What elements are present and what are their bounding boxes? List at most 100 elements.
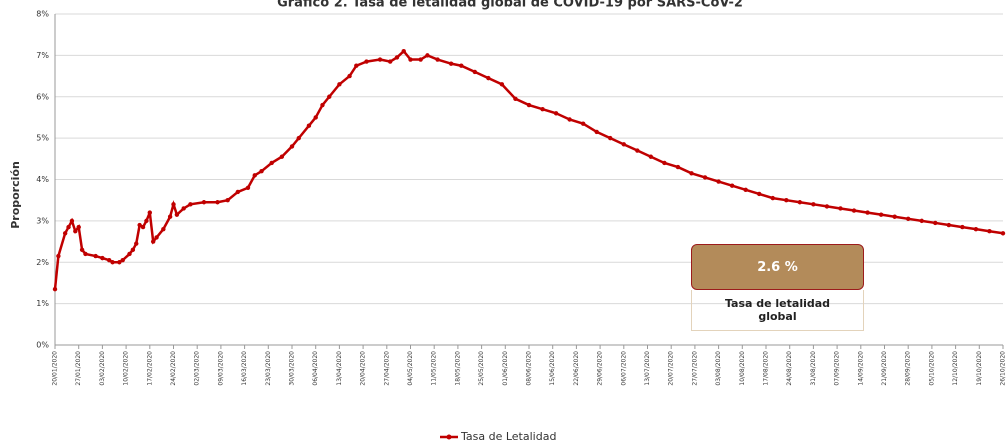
data-point	[418, 57, 423, 62]
data-point	[245, 185, 251, 190]
data-point	[459, 63, 464, 68]
data-point	[66, 224, 71, 230]
y-tick-label: 8%	[36, 10, 49, 19]
data-point	[215, 200, 220, 205]
x-tick-label: 08/06/2020	[526, 351, 533, 386]
x-tick-label: 24/02/2020	[170, 351, 177, 386]
x-tick-label: 22/06/2020	[573, 351, 580, 386]
data-point	[337, 82, 342, 87]
data-point	[73, 229, 78, 234]
x-tick-label: 09/03/2020	[217, 351, 224, 386]
data-point	[171, 202, 176, 207]
x-tick-label: 05/10/2020	[928, 351, 935, 386]
data-point	[486, 75, 491, 81]
x-tick-label: 02/03/2020	[194, 351, 201, 386]
data-point	[973, 226, 979, 232]
data-point	[435, 57, 440, 62]
x-tick-label: 20/04/2020	[360, 351, 367, 386]
data-point	[946, 222, 952, 228]
x-tick-label: 27/04/2020	[383, 351, 390, 386]
data-point	[296, 135, 301, 141]
y-tick-label: 4%	[36, 175, 49, 184]
y-tick-label: 7%	[36, 51, 49, 60]
data-point	[201, 200, 207, 205]
x-tick-label: 10/02/2020	[123, 351, 130, 386]
x-tick-label: 11/05/2020	[431, 351, 438, 386]
data-point	[757, 191, 762, 197]
annotation: 2.6 % Tasa de letalidad global	[691, 244, 864, 331]
data-point	[320, 102, 325, 108]
data-point	[594, 129, 599, 135]
x-tick-label: 15/06/2020	[549, 351, 556, 386]
data-point	[851, 208, 857, 213]
data-point	[306, 123, 312, 128]
data-point	[127, 251, 132, 257]
data-point	[134, 241, 139, 246]
data-point	[540, 106, 545, 112]
y-tick-label: 2%	[36, 258, 49, 267]
data-point	[83, 251, 88, 257]
x-tick-label: 12/10/2020	[952, 351, 959, 386]
data-point	[181, 206, 186, 211]
data-point	[62, 231, 68, 236]
data-point	[106, 257, 112, 263]
y-tick-label: 6%	[36, 92, 49, 101]
x-tick-label: 20/01/2020	[52, 351, 59, 386]
data-point	[770, 195, 775, 201]
x-tick-label: 03/02/2020	[99, 351, 106, 386]
data-point	[526, 102, 532, 108]
x-tick-label: 30/03/2020	[289, 351, 296, 386]
data-point	[110, 260, 115, 265]
data-point	[448, 61, 454, 66]
data-point	[69, 218, 75, 224]
data-point	[499, 82, 505, 87]
data-point	[425, 53, 430, 58]
annotation-label: Tasa de letalidad global	[691, 290, 864, 331]
data-point	[144, 218, 149, 224]
x-tick-label: 18/05/2020	[454, 351, 461, 386]
data-point	[377, 57, 383, 62]
data-point	[100, 255, 105, 261]
x-tick-label: 16/03/2020	[241, 351, 248, 386]
data-point	[93, 253, 98, 259]
data-point	[56, 253, 61, 259]
data-point	[621, 142, 626, 147]
data-point	[354, 63, 359, 68]
y-tick-label: 0%	[36, 341, 49, 350]
data-point	[140, 224, 146, 230]
data-point	[117, 260, 122, 265]
y-tick-label: 5%	[36, 134, 49, 143]
data-point	[662, 160, 667, 166]
x-tick-label: 31/08/2020	[810, 351, 817, 386]
data-point	[784, 197, 789, 203]
data-point	[648, 154, 654, 159]
data-point	[147, 210, 152, 215]
data-point	[289, 144, 295, 149]
data-point	[364, 59, 369, 64]
data-point	[313, 115, 318, 120]
data-point	[838, 206, 843, 211]
data-point	[824, 204, 830, 209]
y-tick-label: 1%	[36, 299, 49, 308]
data-point	[387, 59, 393, 64]
data-point	[608, 135, 613, 141]
x-tick-label: 17/08/2020	[763, 351, 770, 386]
legend-marker	[446, 434, 452, 440]
data-point	[919, 218, 924, 224]
x-tick-label: 24/08/2020	[786, 351, 793, 386]
data-point	[401, 49, 406, 54]
x-tick-label: 17/02/2020	[146, 351, 153, 386]
data-point	[269, 160, 274, 166]
data-point	[513, 96, 518, 102]
data-point	[580, 121, 586, 126]
x-tick-label: 28/09/2020	[905, 351, 912, 386]
x-tick-label: 29/06/2020	[597, 351, 604, 386]
y-axis-label: Proporción	[9, 161, 22, 229]
x-tick-label: 27/07/2020	[691, 351, 698, 386]
data-point	[327, 94, 332, 99]
x-tick-label: 06/04/2020	[312, 351, 319, 386]
data-point	[635, 148, 640, 153]
data-point	[154, 235, 159, 240]
data-point	[252, 173, 257, 178]
